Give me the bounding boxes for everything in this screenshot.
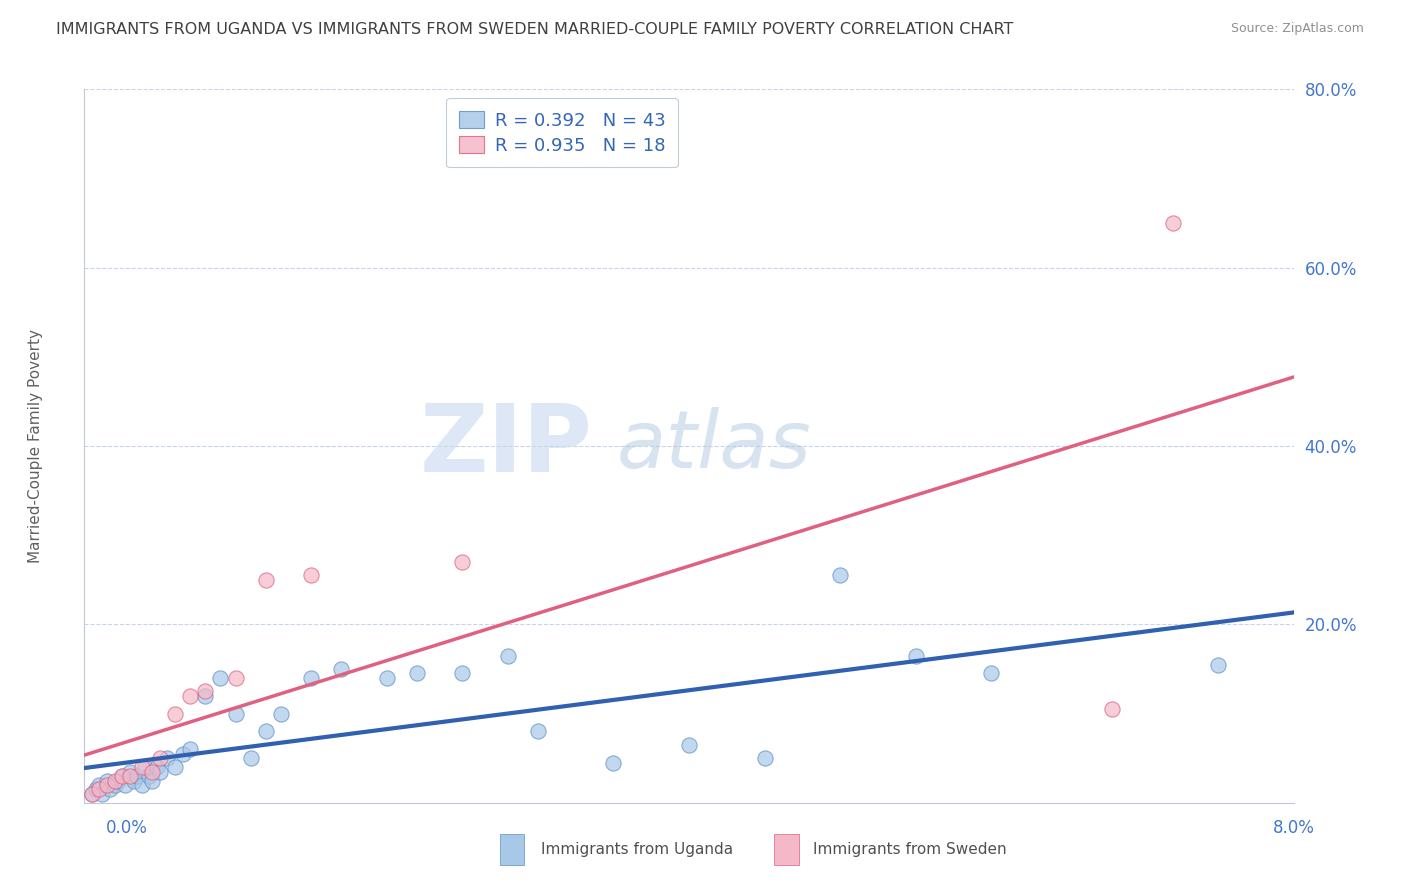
Point — [270, 706, 292, 721]
Point — [678, 738, 700, 752]
Text: Immigrants from Uganda: Immigrants from Uganda — [541, 842, 734, 856]
Point — [149, 751, 172, 765]
Text: 8.0%: 8.0% — [1272, 819, 1315, 837]
Point — [131, 778, 153, 792]
Point — [209, 671, 232, 685]
Point — [165, 760, 187, 774]
Point — [527, 724, 550, 739]
Point — [107, 773, 129, 788]
Point — [138, 769, 160, 783]
Point — [127, 769, 149, 783]
Point — [299, 568, 322, 582]
Point — [406, 666, 429, 681]
Point — [146, 760, 169, 774]
Point — [86, 782, 108, 797]
Point — [179, 742, 201, 756]
Point — [111, 769, 134, 783]
Text: ZIP: ZIP — [419, 400, 592, 492]
Point — [89, 778, 111, 792]
Point — [754, 751, 776, 765]
Point — [179, 689, 201, 703]
Point — [96, 778, 118, 792]
Point — [80, 787, 103, 801]
Point — [96, 773, 118, 788]
Point — [172, 747, 194, 761]
Point — [225, 671, 247, 685]
Point — [225, 706, 247, 721]
Text: IMMIGRANTS FROM UGANDA VS IMMIGRANTS FROM SWEDEN MARRIED-COUPLE FAMILY POVERTY C: IMMIGRANTS FROM UGANDA VS IMMIGRANTS FRO… — [56, 22, 1014, 37]
Point — [496, 648, 519, 663]
Point — [104, 778, 127, 792]
Point — [254, 724, 277, 739]
Point — [104, 773, 127, 788]
Point — [451, 555, 474, 569]
Text: Immigrants from Sweden: Immigrants from Sweden — [813, 842, 1007, 856]
Point — [299, 671, 322, 685]
Point — [111, 769, 134, 783]
Point — [1161, 216, 1184, 230]
Point — [89, 782, 111, 797]
Legend: R = 0.392   N = 43, R = 0.935   N = 18: R = 0.392 N = 43, R = 0.935 N = 18 — [446, 98, 678, 168]
Point — [1206, 657, 1229, 672]
Point — [1101, 702, 1123, 716]
Point — [131, 760, 153, 774]
Point — [122, 773, 145, 788]
Point — [165, 706, 187, 721]
Point — [980, 666, 1002, 681]
Point — [194, 689, 217, 703]
Point — [451, 666, 474, 681]
Point — [254, 573, 277, 587]
Point — [239, 751, 262, 765]
Point — [156, 751, 179, 765]
Point — [602, 756, 624, 770]
Point — [134, 760, 156, 774]
Text: Married-Couple Family Poverty: Married-Couple Family Poverty — [28, 329, 42, 563]
Point — [118, 769, 141, 783]
Point — [141, 773, 163, 788]
Point — [98, 782, 121, 797]
Text: Source: ZipAtlas.com: Source: ZipAtlas.com — [1230, 22, 1364, 36]
Point — [118, 764, 141, 779]
Point — [91, 787, 114, 801]
Point — [114, 778, 136, 792]
Point — [149, 764, 172, 779]
Text: 0.0%: 0.0% — [105, 819, 148, 837]
Point — [330, 662, 353, 676]
Point — [141, 764, 163, 779]
Point — [904, 648, 927, 663]
Text: atlas: atlas — [616, 407, 811, 485]
Point — [80, 787, 103, 801]
Point — [830, 568, 852, 582]
Point — [194, 684, 217, 698]
Point — [375, 671, 398, 685]
